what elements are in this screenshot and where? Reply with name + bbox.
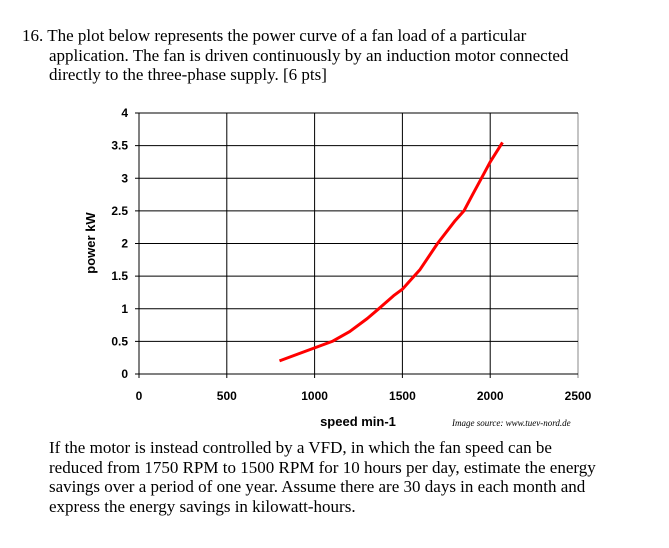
- question-number: 16.: [22, 26, 44, 45]
- power-curve-line: [278, 141, 504, 363]
- y-tick-label: 4: [121, 106, 128, 120]
- x-tick-label: 2500: [565, 389, 592, 403]
- x-tick-label: 1500: [389, 389, 416, 403]
- x-tick-label: 500: [217, 389, 237, 403]
- y-tick-label: 2: [121, 237, 128, 251]
- x-axis-label: speed min-1: [320, 414, 396, 429]
- x-tick-label: 0: [136, 389, 143, 403]
- y-tick-label: 3.5: [111, 139, 128, 153]
- y-tick-label: 0: [121, 367, 128, 381]
- y-tick-label: 3: [121, 171, 128, 185]
- y-tick-label: 0.5: [111, 334, 128, 348]
- y-tick-label: 1.5: [111, 269, 128, 283]
- y-axis-label: power kW: [83, 212, 98, 274]
- image-source-note: Image source: www.tuev-nord.de: [452, 418, 571, 428]
- x-tick-label: 2000: [477, 389, 504, 403]
- y-tick-label: 2.5: [111, 204, 128, 218]
- x-tick-label: 1000: [301, 389, 328, 403]
- question-text: 16. The plot below represents the power …: [22, 26, 569, 84]
- y-tick-label: 1: [121, 302, 128, 316]
- followup-text: If the motor is instead controlled by a …: [49, 438, 596, 516]
